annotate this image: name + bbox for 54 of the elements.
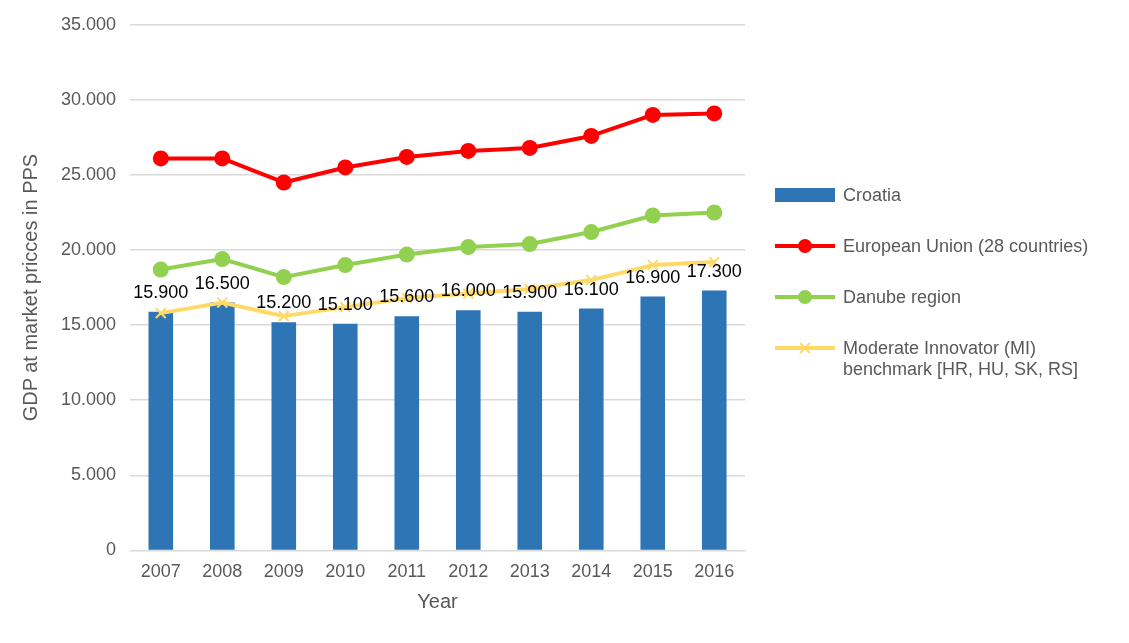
- y-tick-label: 35.000: [60, 13, 117, 34]
- point: [644, 106, 661, 123]
- x-tick-label: 2009: [263, 561, 304, 582]
- legend-label: European Union (28 countries): [843, 236, 1089, 257]
- data-label: 15.600: [379, 286, 435, 307]
- y-tick-label: 10.000: [60, 389, 117, 410]
- x-tick-label: 2016: [694, 561, 735, 582]
- point: [337, 159, 354, 176]
- point: [214, 251, 231, 268]
- x-tick-label: 2015: [632, 561, 673, 582]
- point: [275, 174, 292, 191]
- point: [152, 150, 169, 167]
- x-tick-label: 2010: [325, 561, 366, 582]
- y-tick-label: 30.000: [60, 88, 117, 109]
- point: [398, 246, 415, 263]
- x-tick-label: 2013: [509, 561, 550, 582]
- y-tick-label: 20.000: [60, 239, 117, 260]
- point: [216, 296, 229, 309]
- point: [214, 150, 231, 167]
- data-label: 16.500: [194, 272, 250, 293]
- point: [277, 310, 290, 323]
- point: [275, 269, 292, 286]
- point: [583, 224, 600, 241]
- y-tick-label: 5.000: [71, 464, 117, 485]
- x-tick-label: 2007: [140, 561, 181, 582]
- x-tick-label: 2012: [448, 561, 489, 582]
- data-label: 17.300: [686, 260, 742, 281]
- y-tick-label: 15.000: [60, 314, 117, 335]
- data-label: 16.100: [563, 278, 619, 299]
- point: [460, 239, 477, 256]
- point: [521, 236, 538, 253]
- point: [398, 148, 415, 165]
- data-label: 16.900: [625, 266, 681, 287]
- legend-label: Danube region: [843, 287, 962, 308]
- point: [521, 139, 538, 156]
- y-axis-title: GDP at market pricces in PPS: [18, 153, 41, 422]
- x-axis-title: Year: [417, 589, 459, 612]
- point: [583, 127, 600, 144]
- legend-label: Moderate Innovator (MI) benchmark [HR, HU, SK, RS]: [843, 338, 1080, 380]
- data-label: 15.900: [133, 281, 189, 302]
- x-tick-label: 2008: [202, 561, 243, 582]
- point: [460, 142, 477, 159]
- y-tick-label: 0: [106, 539, 117, 560]
- y-tick-label: 25.000: [60, 163, 117, 184]
- point: [152, 261, 169, 278]
- data-label: 15.200: [256, 292, 312, 313]
- point: [706, 105, 723, 122]
- x-tick-label: 2011: [387, 561, 427, 582]
- x-tick-label: 2014: [571, 561, 612, 582]
- point: [644, 207, 661, 224]
- point: [154, 307, 167, 320]
- point: [706, 204, 723, 221]
- legend-label: Croatia: [843, 185, 902, 206]
- point: [337, 257, 354, 274]
